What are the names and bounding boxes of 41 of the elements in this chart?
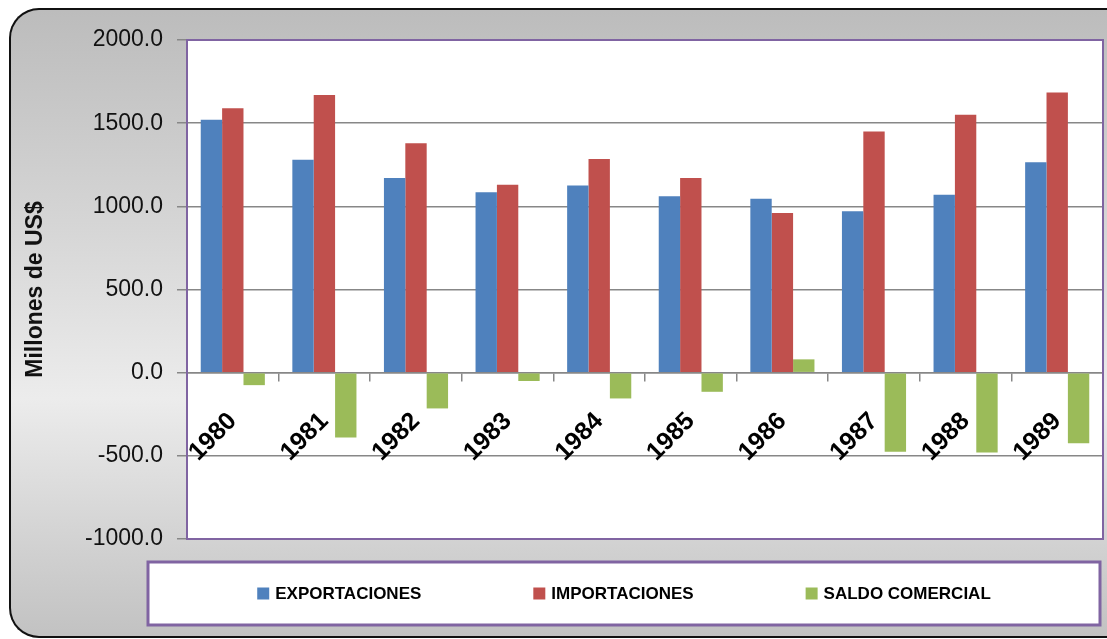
bar — [518, 373, 540, 381]
bar — [313, 94, 336, 372]
bar — [335, 373, 357, 438]
y-tick-label: -500.0 — [97, 441, 163, 468]
bar — [680, 178, 702, 372]
bar — [658, 196, 681, 372]
bar — [954, 114, 977, 372]
bar — [292, 159, 314, 372]
bar — [863, 131, 885, 372]
y-tick-label: 1000.0 — [92, 191, 163, 218]
bar — [567, 185, 589, 372]
bar — [771, 212, 794, 372]
y-tick-label: 1500.0 — [92, 108, 163, 135]
y-tick-label: 500.0 — [105, 274, 163, 301]
bar — [841, 211, 864, 372]
y-axis-title: Millones de US$ — [21, 201, 48, 378]
bar — [1067, 373, 1090, 444]
legend-label: SALDO COMERCIAL — [823, 584, 991, 604]
bar — [884, 373, 907, 452]
bar — [405, 143, 427, 372]
bar — [200, 119, 223, 372]
legend-label: IMPORTACIONES — [551, 584, 694, 604]
bar — [701, 373, 723, 392]
bar — [1046, 92, 1068, 372]
y-tick-label: 0.0 — [131, 358, 163, 385]
bar — [793, 359, 815, 372]
bar — [383, 178, 406, 372]
bar — [496, 184, 519, 372]
bar — [475, 192, 497, 372]
bar — [609, 373, 632, 399]
legend-label: EXPORTACIONES — [275, 584, 422, 604]
bar — [750, 198, 772, 372]
bar — [933, 194, 955, 372]
y-tick-label: 2000.0 — [92, 25, 163, 52]
bar — [426, 373, 449, 409]
bar — [1025, 162, 1047, 372]
y-tick-label: -1000.0 — [84, 524, 163, 551]
bar — [976, 373, 998, 453]
bar — [243, 373, 265, 386]
bar — [588, 158, 610, 372]
bar — [222, 108, 244, 372]
